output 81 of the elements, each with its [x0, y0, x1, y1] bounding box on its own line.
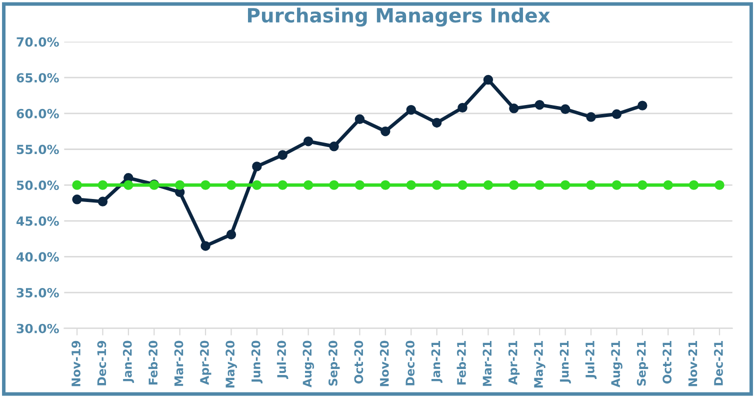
- point: [226, 180, 236, 190]
- x-tick-label: Sep-21: [636, 340, 648, 386]
- y-tick-label: 35.0%: [16, 288, 59, 298]
- point: [483, 180, 494, 190]
- point: [278, 150, 288, 160]
- point: [200, 180, 210, 190]
- y-tick-label: 30.0%: [16, 324, 59, 334]
- x-tick-label: Feb-20: [148, 340, 158, 384]
- point: [354, 114, 365, 124]
- x-tick-label: Dec-20: [406, 340, 415, 386]
- x-tick-label: Jul-21: [585, 340, 597, 379]
- point: [406, 104, 416, 115]
- x-tick-label: Jan-20: [122, 340, 134, 383]
- x-tick-label: Apr-20: [200, 340, 212, 385]
- x-tick-label: Aug-20: [302, 340, 314, 388]
- x-tick-label: Apr-21: [508, 340, 520, 385]
- x-tick-label: Nov-21: [688, 340, 698, 386]
- point: [560, 104, 570, 114]
- x-tick-label: May-20: [226, 340, 237, 388]
- point: [663, 180, 673, 190]
- x-tick-label: Mar-21: [482, 340, 492, 386]
- point: [329, 180, 339, 190]
- point: [226, 230, 236, 240]
- point: [278, 180, 288, 190]
- y-tick-label: 50.0%: [16, 180, 59, 190]
- x-tick-label: Sep-20: [328, 340, 340, 386]
- x-tick-label: Feb-21: [456, 340, 466, 384]
- point: [124, 180, 134, 190]
- point: [72, 194, 82, 204]
- point: [612, 180, 622, 190]
- point: [380, 126, 390, 136]
- point: [586, 180, 596, 190]
- point: [406, 180, 416, 190]
- point: [688, 180, 699, 190]
- point: [432, 180, 442, 190]
- point: [534, 180, 544, 190]
- point: [72, 180, 82, 190]
- x-tick-label: Oct-21: [662, 340, 672, 384]
- y-tick-label: 65.0%: [16, 73, 59, 83]
- point: [329, 142, 339, 152]
- x-tick-label: Nov-20: [380, 340, 389, 386]
- x-tick-label: Aug-21: [611, 340, 622, 388]
- point: [380, 180, 390, 190]
- point: [98, 180, 108, 190]
- point: [252, 162, 262, 172]
- x-tick-label: Jun-20: [251, 340, 263, 384]
- point: [303, 180, 314, 190]
- point: [200, 241, 210, 251]
- x-tick-label: Jun-21: [560, 340, 571, 384]
- point: [432, 118, 442, 128]
- x-tick-label: Jan-21: [431, 340, 442, 383]
- point: [458, 102, 468, 113]
- point: [174, 180, 185, 190]
- point: [586, 112, 596, 122]
- point: [638, 180, 648, 190]
- y-tick-label: 70.0%: [16, 37, 59, 47]
- point: [714, 180, 724, 190]
- x-tick-label: May-21: [534, 340, 546, 388]
- point: [612, 109, 622, 120]
- point: [252, 180, 262, 190]
- point: [638, 100, 648, 110]
- x-tick-label: Dec-19: [97, 340, 106, 386]
- point: [98, 196, 108, 206]
- point: [509, 180, 519, 190]
- y-tick-label: 40.0%: [16, 252, 59, 262]
- chart-title: Purchasing Managers Index: [248, 8, 550, 27]
- point: [354, 180, 365, 190]
- point: [303, 136, 314, 146]
- y-tick-label: 45.0%: [16, 216, 59, 226]
- point: [483, 74, 494, 85]
- x-tick-label: Mar-20: [174, 340, 184, 386]
- y-tick-label: 55.0%: [16, 144, 59, 154]
- y-tick-label: 60.0%: [16, 108, 59, 118]
- point: [509, 104, 519, 114]
- point: [560, 180, 570, 190]
- point: [534, 100, 544, 110]
- x-tick-label: Dec-21: [714, 340, 723, 386]
- x-tick-label: Oct-20: [354, 340, 364, 384]
- x-tick-label: Jul-20: [276, 340, 288, 379]
- point: [458, 180, 468, 190]
- x-tick-label: Nov-19: [72, 340, 80, 386]
